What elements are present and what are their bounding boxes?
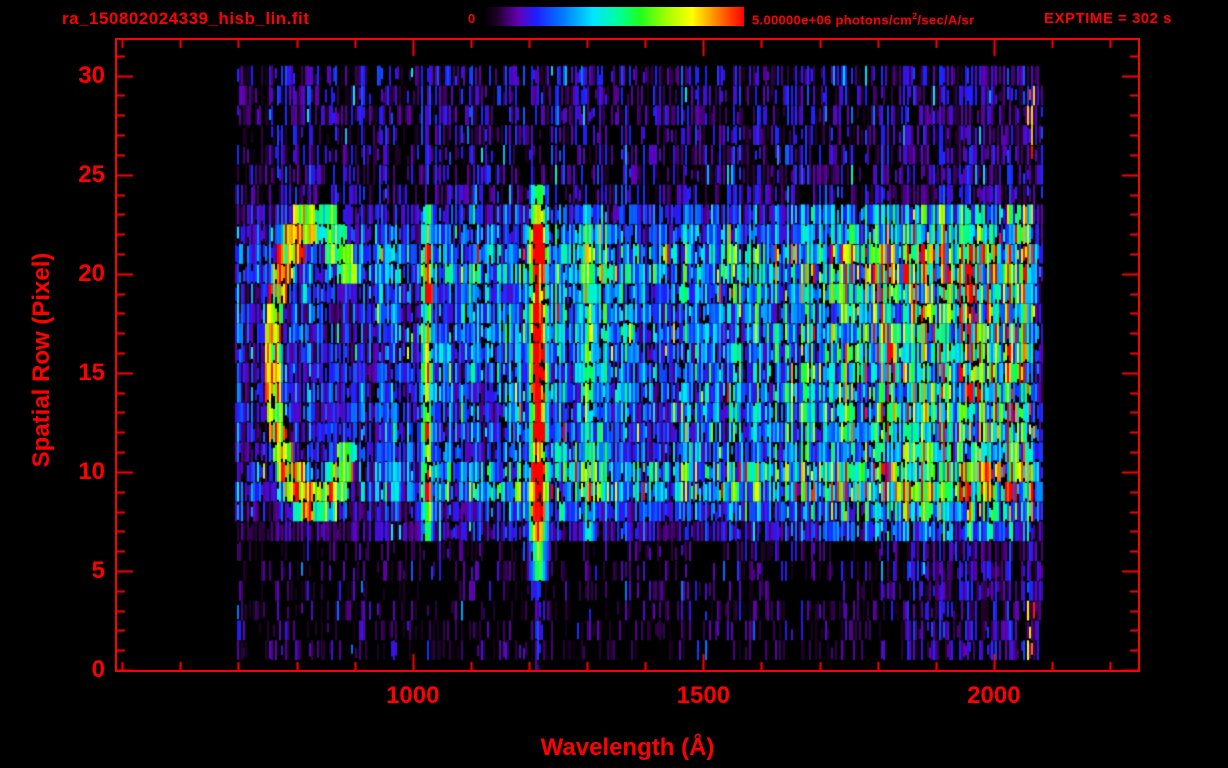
y-tick-label: 30 [78, 61, 105, 89]
spectrogram-canvas [117, 40, 1138, 670]
x-tick-label: 1000 [386, 682, 440, 709]
colorbar-max-units: /sec/A/sr [917, 12, 975, 28]
y-tick-label: 25 [78, 160, 105, 188]
plot-frame [115, 38, 1140, 672]
colorbar-min-label: 0 [468, 11, 476, 26]
colorbar-max-superscript: 2 [912, 11, 918, 21]
colorbar-max-value: 5.00000e+06 photons/cm [752, 12, 913, 28]
file-title: ra_150802024339_hisb_lin.fit [62, 9, 310, 28]
x-axis-label: Wavelength (Å) [540, 734, 715, 761]
y-tick-label: 20 [78, 259, 105, 287]
exptime-label: EXPTIME = 302 s [1044, 10, 1172, 27]
x-tick-label: 1500 [676, 682, 731, 709]
y-tick-label: 10 [78, 457, 105, 485]
colorbar-gradient [484, 7, 744, 26]
x-tick-label: 2000 [967, 682, 1021, 709]
y-tick-label: 0 [91, 656, 105, 683]
y-tick-label: 5 [91, 556, 105, 584]
y-tick-label: 15 [78, 358, 105, 386]
colorbar-max-label: 5.00000e+06 photons/cm2/sec/A/sr [752, 11, 974, 27]
